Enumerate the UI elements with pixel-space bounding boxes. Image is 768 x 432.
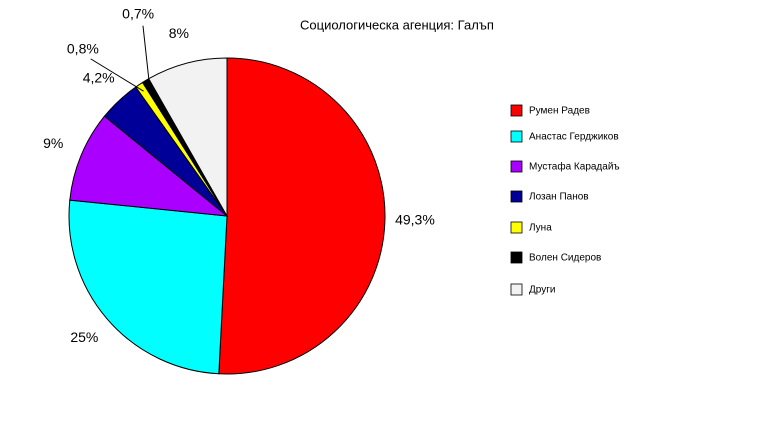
legend-label: Волен Сидеров: [529, 253, 601, 264]
legend-swatch: [510, 160, 523, 173]
legend-swatch: [510, 251, 523, 264]
legend-label: Анастас Герджиков: [529, 132, 619, 143]
data-label: 25%: [70, 329, 98, 345]
legend-swatch: [510, 104, 523, 117]
legend-swatch: [510, 130, 523, 143]
data-label: 0,8%: [67, 41, 99, 57]
legend-swatch: [510, 221, 523, 234]
legend-label: Други: [529, 285, 555, 296]
leader-line: [142, 25, 151, 88]
chart-title: Социологическа агенция: Галъп: [300, 17, 494, 32]
legend-swatch: [510, 283, 523, 296]
data-label: 49,3%: [395, 212, 435, 228]
legend-label: Луна: [529, 223, 552, 234]
data-label: 8%: [169, 25, 189, 41]
data-label: 9%: [43, 135, 63, 151]
legend-label: Румен Радев: [529, 106, 590, 117]
legend-swatch: [510, 190, 523, 203]
pie-slice: [148, 57, 228, 218]
data-label: 4,2%: [83, 69, 115, 85]
legend-label: Лозан Панов: [529, 192, 589, 203]
pie-slice: [69, 115, 229, 217]
legend-label: Мустафа Карадайъ: [529, 161, 620, 173]
pie-slice: [218, 57, 386, 375]
pie-slice: [68, 199, 228, 375]
leader-line: [90, 58, 144, 92]
data-label: 0,7%: [122, 5, 154, 21]
